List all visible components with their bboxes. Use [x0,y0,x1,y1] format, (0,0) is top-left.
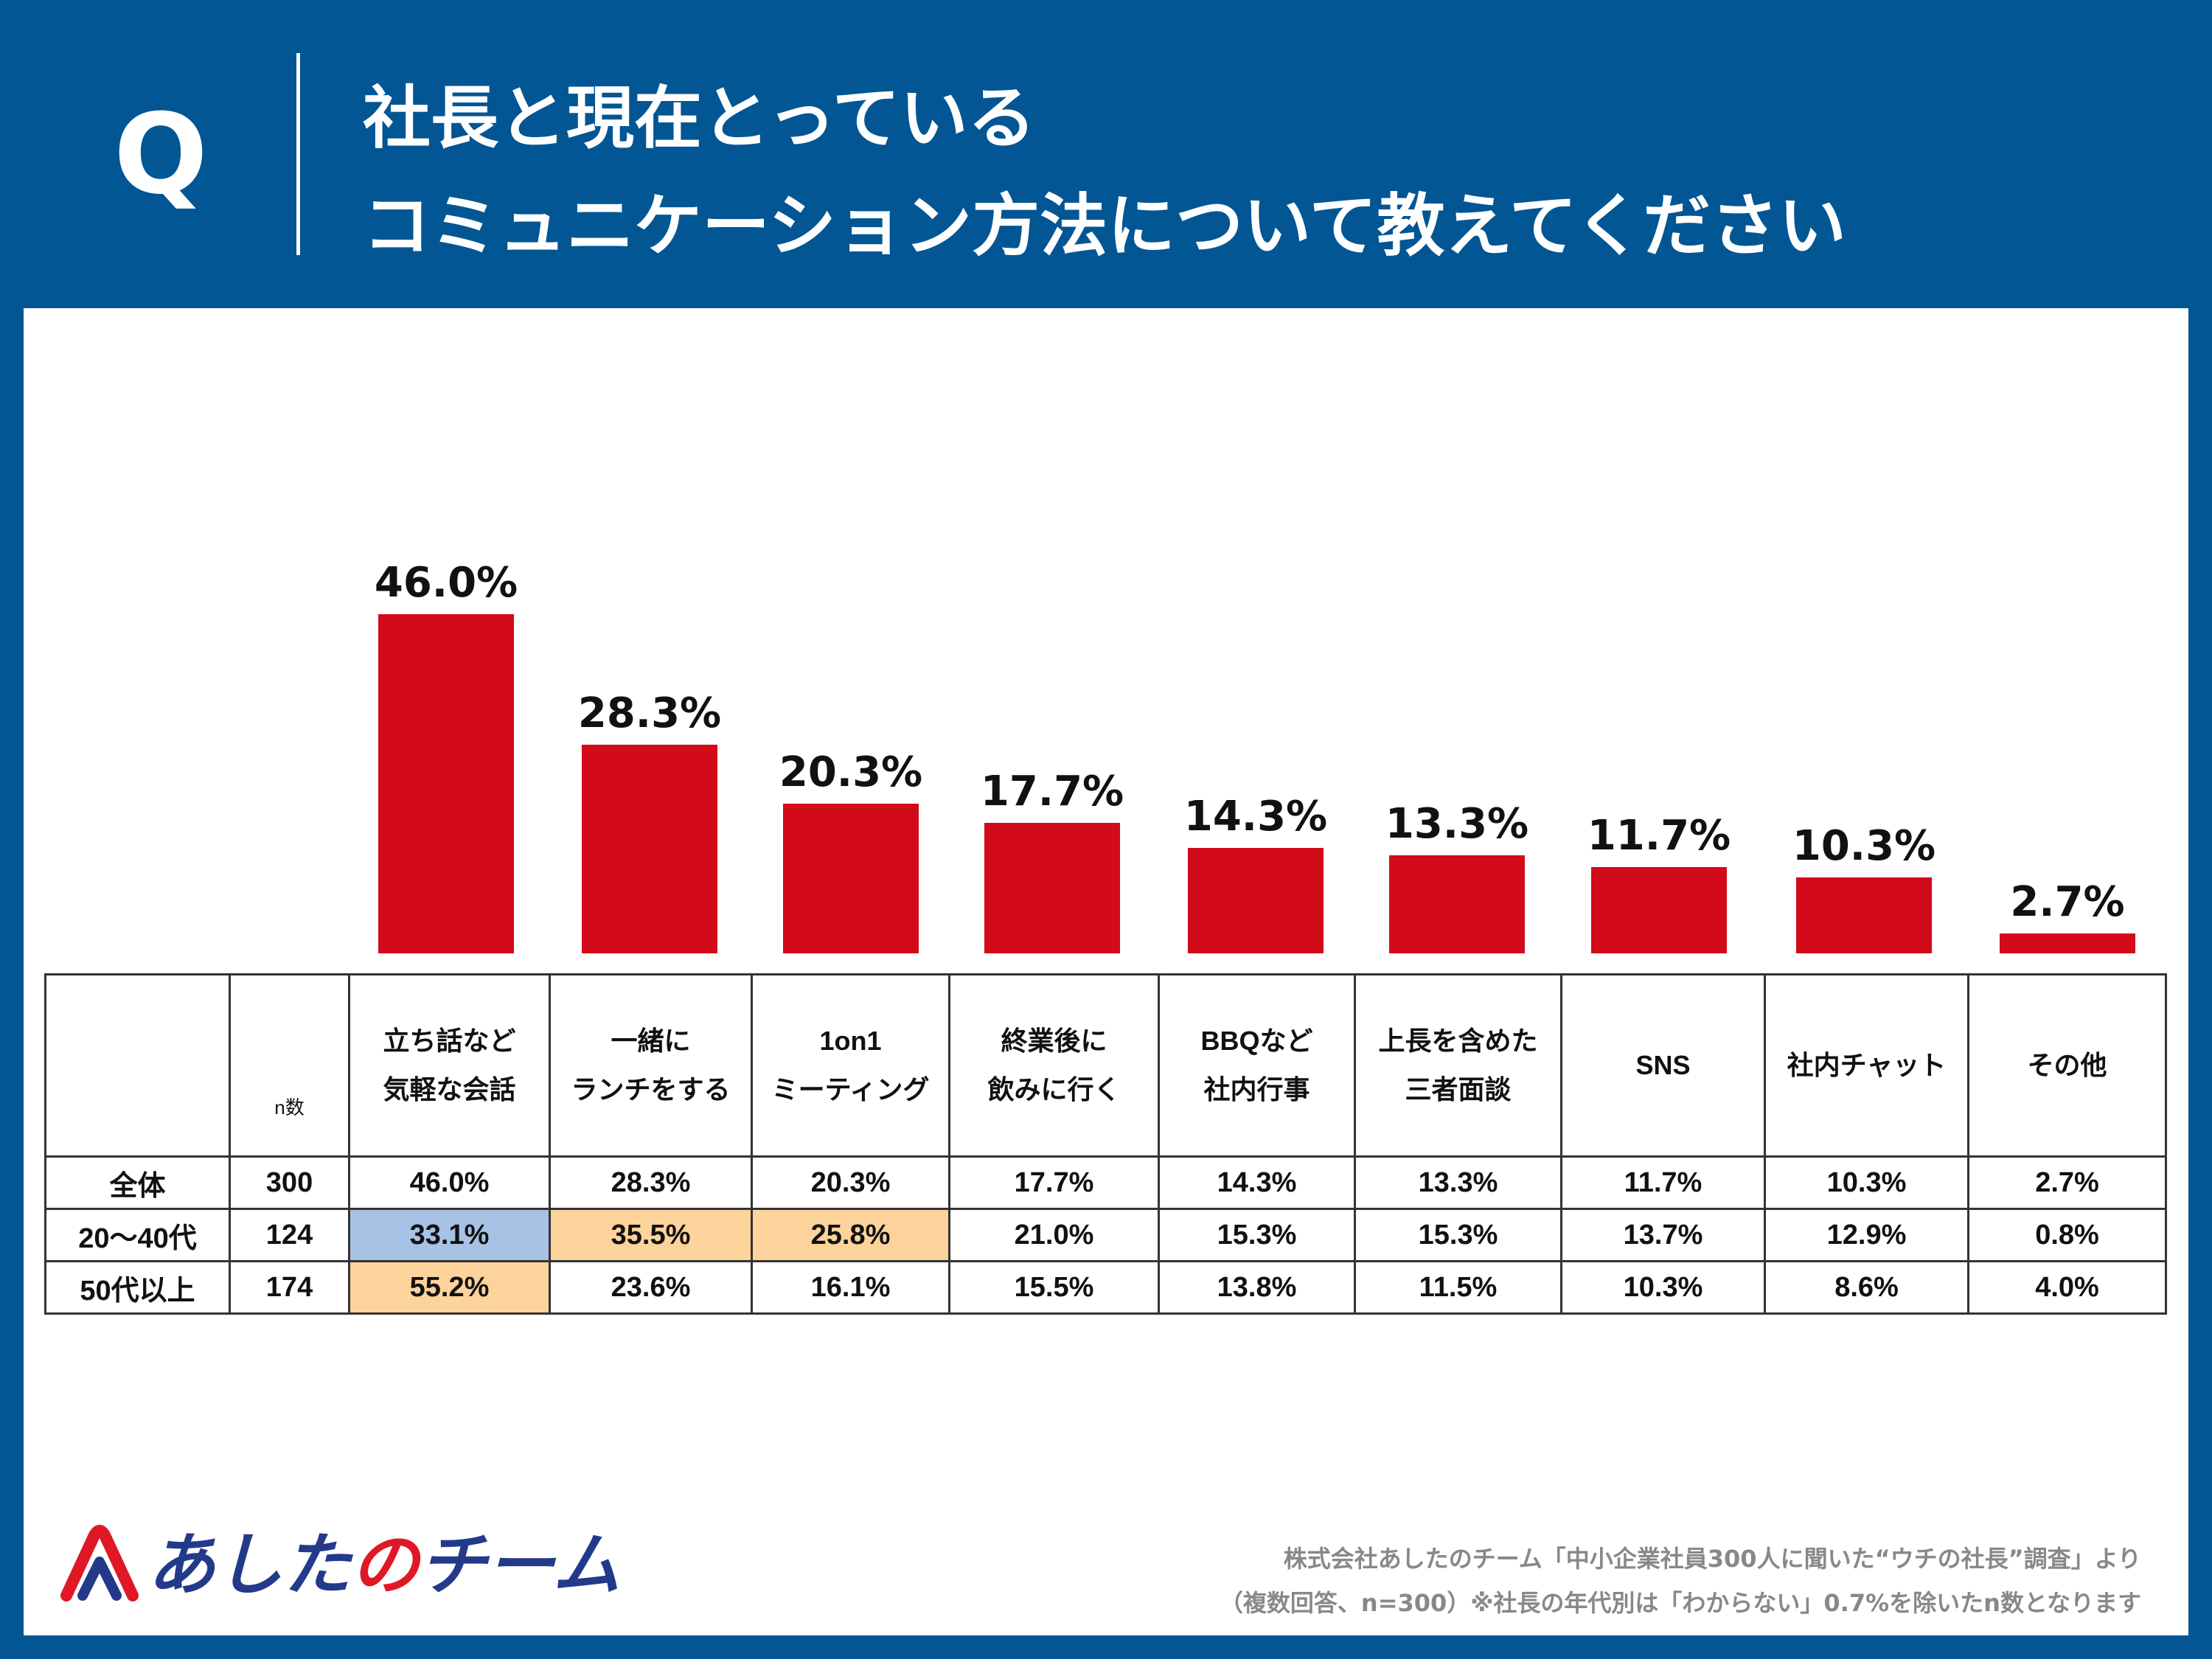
value-cell: 46.0% [348,1155,551,1210]
value-cell: 23.6% [549,1260,753,1315]
table-row: 全体 300 46.0% 28.3% 20.3% 17.7% 14.3% 13.3% 11.7%… [44,1155,2167,1210]
header-n-cell: n数 [229,973,350,1158]
row-label-cell: 全体 [44,1155,231,1210]
value-cell: 11.5% [1354,1260,1562,1315]
header-cell-line: 社内行事 [1203,1074,1310,1105]
bar [984,823,1120,953]
header-cell-line: SNS [1635,1050,1691,1080]
table-row: 20～40代 124 33.1% 35.5% 25.8% 21.0% 15.3% 15.3% 1… [44,1208,2167,1262]
value-cell: 15.3% [1354,1208,1562,1262]
data-label: 17.7% [981,768,1124,815]
header-cell-line: その他 [2027,1050,2107,1080]
header-cell-line: 三者面談 [1405,1074,1512,1105]
value-cell: 25.8% [751,1208,950,1262]
value-cell: 20.3% [751,1155,950,1210]
row-n-cell: 174 [229,1260,350,1315]
row-label-cell: 50代以上 [44,1260,231,1315]
data-label: 2.7% [2010,878,2124,926]
bar [378,614,514,953]
header-cell: 一緒に ランチをする [549,973,753,1158]
header-cell: 1on1 ミーティング [751,973,950,1158]
value-cell: 21.0% [948,1208,1160,1262]
data-label: 13.3% [1385,800,1528,848]
bar [1389,855,1525,953]
logo-mark-icon [60,1525,139,1601]
value-cell: 13.7% [1560,1208,1766,1262]
bar [783,804,919,953]
bar [2000,933,2135,953]
data-label: 46.0% [375,559,518,607]
header-corner-cell [44,973,231,1158]
content-panel: 46.0% 28.3% 20.3% 17.7% 14.3% 13.3% 11.7% 10.3%… [24,308,2188,1635]
header-cell-line: ランチをする [571,1074,731,1105]
value-cell: 8.6% [1764,1260,1969,1315]
header-divider [296,53,300,255]
header-cell-line: ミーティング [771,1074,930,1105]
header-cell: 上長を含めた 三者面談 [1354,973,1562,1158]
logo-text-mid: の [351,1526,420,1604]
row-n-cell: 124 [229,1208,350,1262]
value-cell: 15.3% [1158,1208,1356,1262]
table-header-row: n数 立ち話など 気軽な会話 一緒に ランチをする 1on1 ミーティング 終業後に 飲みに行く… [44,973,2167,1158]
row-label-cell: 20～40代 [44,1208,231,1262]
logo-text: あしたのチーム [147,1525,620,1606]
value-cell: 16.1% [751,1260,950,1315]
header-cell: その他 [1967,973,2167,1158]
data-table: n数 立ち話など 気軽な会話 一緒に ランチをする 1on1 ミーティング 終業後に 飲みに行く… [44,973,2167,1315]
header-cell-line: 上長を含めた [1378,1026,1538,1056]
q-mark: Q [114,91,208,219]
bar [582,745,717,953]
value-cell: 13.8% [1158,1260,1356,1315]
value-cell: 11.7% [1560,1155,1766,1210]
data-label: 28.3% [578,689,721,737]
bar [1591,867,1727,953]
value-cell: 15.5% [948,1260,1160,1315]
logo-text-pre: あした [147,1526,352,1604]
data-label: 14.3% [1184,793,1327,841]
header-cell-line: 飲みに行く [987,1074,1121,1105]
value-cell: 13.3% [1354,1155,1562,1210]
data-label: 11.7% [1587,812,1731,860]
source-line-2: （複数回答、n=300）※社長の年代別は「わからない」0.7%を除いたn数となり… [1219,1589,2141,1617]
table-row: 50代以上 174 55.2% 23.6% 16.1% 15.5% 13.8% 11.5% 10… [44,1260,2167,1315]
title-line-1: 社長と現在とっている [363,79,1036,158]
header-cell-line: 気軽な会話 [383,1074,516,1105]
value-cell: 10.3% [1764,1155,1969,1210]
page-title: 社長と現在とっている コミュニケーション方法について教えてください [363,65,1846,280]
header-cell: 終業後に 飲みに行く [948,973,1160,1158]
header-cell: 立ち話など気軽な会話 [348,973,551,1158]
value-cell: 28.3% [549,1155,753,1210]
company-logo: あしたのチーム [59,1525,620,1606]
header-cell: 社内チャット [1764,973,1969,1158]
header-cell-line: 1on1 [819,1026,882,1056]
value-cell: 10.3% [1560,1260,1766,1315]
value-cell: 4.0% [1967,1260,2167,1315]
value-cell: 35.5% [549,1208,753,1262]
row-n-cell: 300 [229,1155,350,1210]
title-line-2: コミュニケーション方法について教えてください [363,187,1847,265]
header-cell: BBQなど社内行事 [1158,973,1356,1158]
data-label: 10.3% [1792,822,1935,870]
header: Q 社長と現在とっている コミュニケーション方法について教えてください [0,0,2212,308]
header-cell-line: 社内チャット [1787,1050,1947,1080]
header-cell-line: 立ち話など [383,1026,516,1056]
value-cell: 14.3% [1158,1155,1356,1210]
value-cell: 2.7% [1967,1155,2167,1210]
logo-text-post: チーム [419,1526,621,1604]
header-cell-line: 一緒に [611,1026,691,1056]
value-cell: 55.2% [348,1260,551,1315]
value-cell: 17.7% [948,1155,1160,1210]
value-cell: 12.9% [1764,1208,1969,1262]
bar [1796,877,1932,953]
data-label: 20.3% [779,748,922,796]
source-note: 株式会社あしたのチーム「中小企業社員300人に聞いた“ウチの社長”調査」より （… [1220,1537,2141,1625]
header-cell-line: BBQなど [1200,1026,1313,1056]
bar [1188,848,1324,953]
header-cell: SNS [1560,973,1766,1158]
header-cell-line: 終業後に [1001,1026,1107,1056]
source-line-1: 株式会社あしたのチーム「中小企業社員300人に聞いた“ウチの社長”調査」より [1283,1545,2141,1573]
value-cell: 0.8% [1967,1208,2167,1262]
value-cell: 33.1% [348,1208,551,1262]
bar-chart: 46.0% 28.3% 20.3% 17.7% 14.3% 13.3% 11.7% 10.3%… [375,559,2135,953]
